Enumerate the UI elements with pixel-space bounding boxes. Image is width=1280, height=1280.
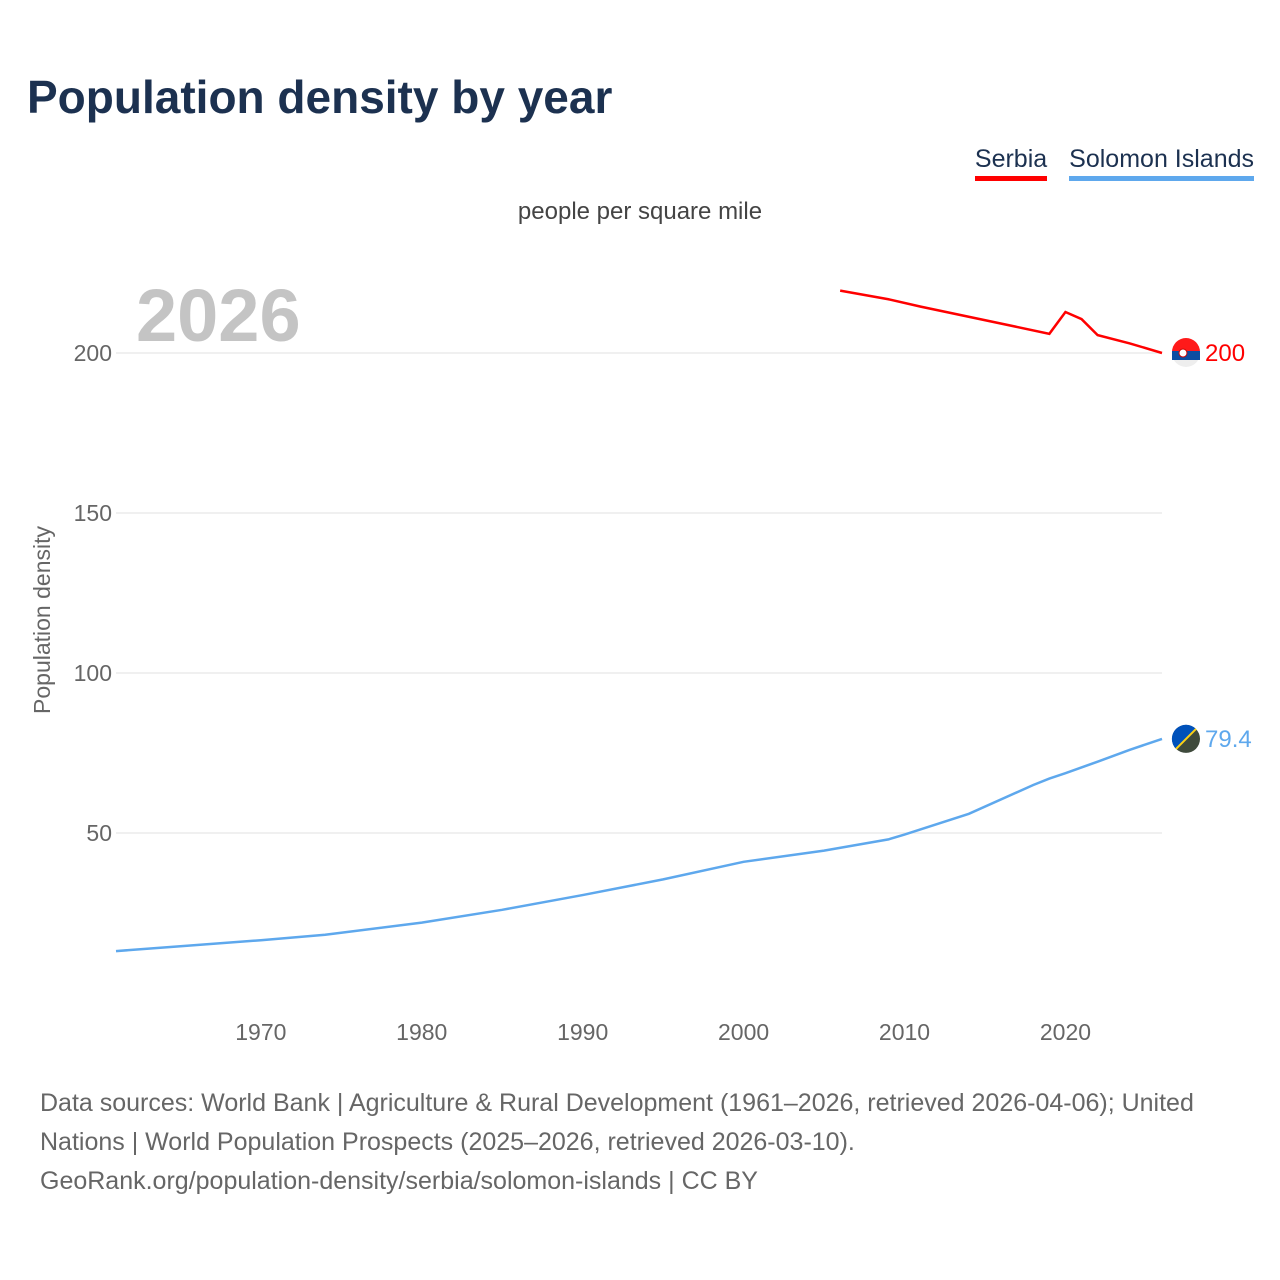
line-chart: 2026 50 100 150 200 1970 1980 1990 2000 2010 2020 P… — [29, 274, 1252, 1045]
series-line-solomon-islands — [115, 737, 1163, 953]
flag-red — [1172, 338, 1200, 352]
source-link[interactable]: GeoRank.org/population-density/serbia/so… — [40, 1167, 758, 1195]
x-tick-label: 1980 — [396, 1019, 447, 1045]
flag-blue — [1171, 724, 1196, 749]
flag-emblem — [1178, 348, 1188, 358]
end-label: 200 — [1205, 340, 1245, 367]
y-tick-label: 150 — [74, 500, 112, 526]
y-tick-label: 50 — [86, 820, 112, 846]
end-label: 79.4 — [1205, 726, 1252, 753]
x-tick-label: 1990 — [557, 1019, 608, 1045]
legend-solomon-islands[interactable]: Solomon Islands — [1069, 145, 1254, 181]
page-title: Population density by year — [27, 71, 613, 123]
legend: Serbia Solomon Islands — [974, 145, 1254, 181]
unit-label: people per square mile — [517, 198, 763, 225]
footer: Data sources: World Bank | Agriculture &… — [40, 1084, 1250, 1201]
y-axis-label: Population density — [29, 526, 55, 714]
year-watermark: 2026 — [136, 274, 301, 357]
y-tick-label: 100 — [74, 660, 112, 686]
legend-serbia[interactable]: Serbia — [974, 145, 1048, 181]
x-tick-label: 2010 — [879, 1019, 930, 1045]
x-tick-label: 1970 — [235, 1019, 286, 1045]
flag-stripe — [1175, 728, 1197, 750]
x-tick-label: 2020 — [1040, 1019, 1091, 1045]
x-tick-label: 2000 — [718, 1019, 769, 1045]
data-sources: Data sources: World Bank | Agriculture &… — [40, 1089, 1194, 1156]
y-tick-label: 200 — [74, 340, 112, 366]
series-line-serbia — [839, 289, 1163, 355]
